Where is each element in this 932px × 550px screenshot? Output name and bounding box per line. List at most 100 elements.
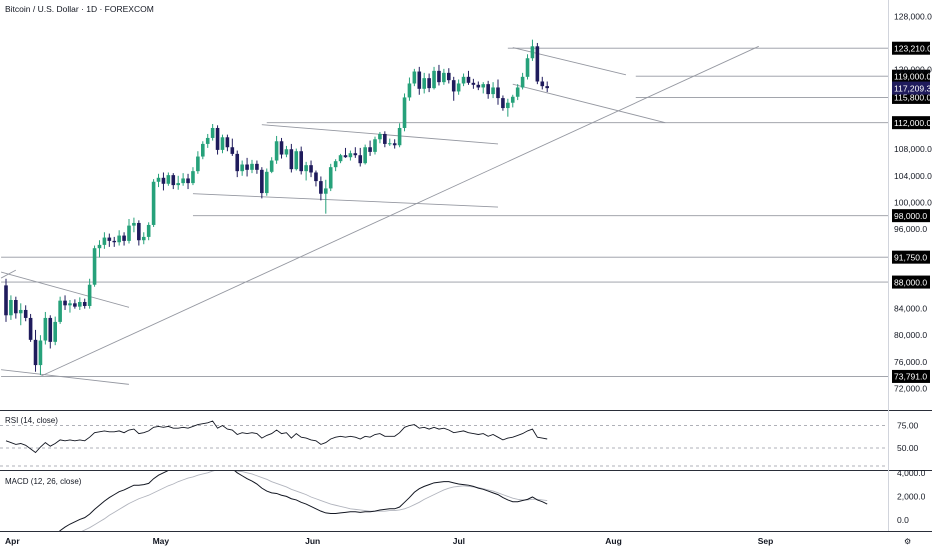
wedge-upper-line [0, 271, 130, 308]
rsi-label: RSI (14, close) [5, 416, 58, 425]
candle-body [333, 161, 338, 168]
candle-body [186, 178, 190, 184]
price-tick-label: 96,000.0 [894, 224, 927, 234]
line-stub [0, 269, 17, 279]
level-label: 73,791.0 [894, 372, 927, 382]
price-tick-label: 76,000.0 [894, 357, 927, 367]
candle-body [269, 160, 274, 172]
price-axis[interactable]: 128,000.0 120,000.0 108,000.0 104,000.0 100,… [892, 11, 932, 393]
time-tick-label: Aug [605, 536, 622, 546]
candle-body [141, 236, 146, 241]
trendlines [0, 45, 759, 385]
macd-label: MACD (12, 26, close) [5, 477, 82, 486]
candle-body [304, 165, 308, 172]
candle-body [309, 165, 313, 173]
time-tick-label: Sep [758, 536, 774, 546]
level-badge [892, 69, 930, 83]
candle-body [166, 175, 171, 184]
price-tick-label: 104,000.0 [894, 171, 932, 181]
candle-body [255, 163, 259, 170]
level-label: 112,000.0 [894, 118, 931, 128]
candle-body [476, 84, 481, 88]
candle-body [466, 76, 471, 83]
level-badge [892, 209, 930, 223]
pennant-lower-line [512, 83, 666, 124]
candle-body [240, 164, 244, 172]
candle-body [402, 97, 407, 128]
candle-body [82, 301, 87, 306]
level-badge [892, 275, 930, 289]
candle-body [373, 139, 377, 152]
candle-body [363, 147, 367, 164]
candle-body [215, 127, 220, 150]
candle-body [53, 321, 57, 342]
candle-body [151, 181, 156, 225]
candle-body [176, 183, 180, 186]
signal-line [81, 471, 548, 531]
time-tick-label: May [153, 536, 170, 546]
candle-body [343, 155, 348, 158]
candle-body [48, 317, 53, 342]
candle-body [210, 127, 215, 138]
level-badge [892, 41, 930, 55]
candle-body [274, 141, 279, 161]
candle-body [38, 340, 43, 366]
candle-body [4, 285, 8, 316]
candle-body [338, 155, 343, 162]
time-axis[interactable]: Apr May Jun Jul Aug Sep ⚙ [5, 536, 911, 546]
rsi-line [5, 420, 548, 454]
candle-body [245, 164, 249, 170]
level-badge [892, 250, 930, 264]
flag-lower-line [192, 193, 499, 208]
candle-body [132, 222, 136, 226]
candle-body [264, 171, 269, 194]
candle-body [33, 339, 38, 366]
rsi-tick-label: 50.00 [897, 443, 919, 453]
candle-body [314, 172, 318, 182]
candle-body [481, 84, 486, 88]
candle-body [486, 84, 490, 95]
price-tick-label: 100,000.0 [894, 197, 932, 207]
candle-body [58, 300, 62, 322]
time-tick-label: Jun [305, 536, 320, 546]
candle-body [392, 143, 397, 146]
candle-body [471, 82, 476, 85]
candle-body [319, 181, 323, 194]
level-label: 98,000.0 [894, 211, 927, 221]
candle-body [456, 83, 461, 92]
candle-body [328, 167, 333, 189]
candle-body [191, 171, 195, 184]
candle-body [122, 235, 126, 241]
candle-body [294, 151, 299, 170]
rsi-pane: 75.00 50.00 [0, 420, 919, 467]
candle-body [92, 248, 97, 285]
candle-body [535, 46, 540, 82]
level-label: 123,210.0 [894, 43, 932, 53]
plot-background [0, 0, 888, 550]
candle-body [324, 188, 328, 194]
candle-body [353, 153, 358, 156]
candle-body [18, 309, 23, 314]
candle-body [220, 137, 225, 150]
candle-body [235, 153, 240, 172]
candle-body [225, 137, 230, 148]
candle-body [102, 237, 107, 245]
candle-body [78, 301, 82, 307]
level-badge [892, 369, 930, 383]
macd-tick-label: 2,000.0 [897, 491, 926, 501]
candle-body [9, 300, 13, 316]
candle-body [358, 155, 363, 164]
macd-line [59, 471, 548, 531]
candle-body [196, 156, 200, 172]
candle-body [171, 175, 176, 186]
candle-body [299, 151, 303, 172]
rsi-tick-label: 75.00 [897, 421, 919, 431]
candle-body [146, 224, 151, 237]
candle-body [432, 70, 436, 89]
candle-body [137, 222, 141, 241]
candle-body [515, 87, 520, 97]
price-tick-label: 72,000.0 [894, 383, 927, 393]
candle-body [545, 86, 549, 89]
